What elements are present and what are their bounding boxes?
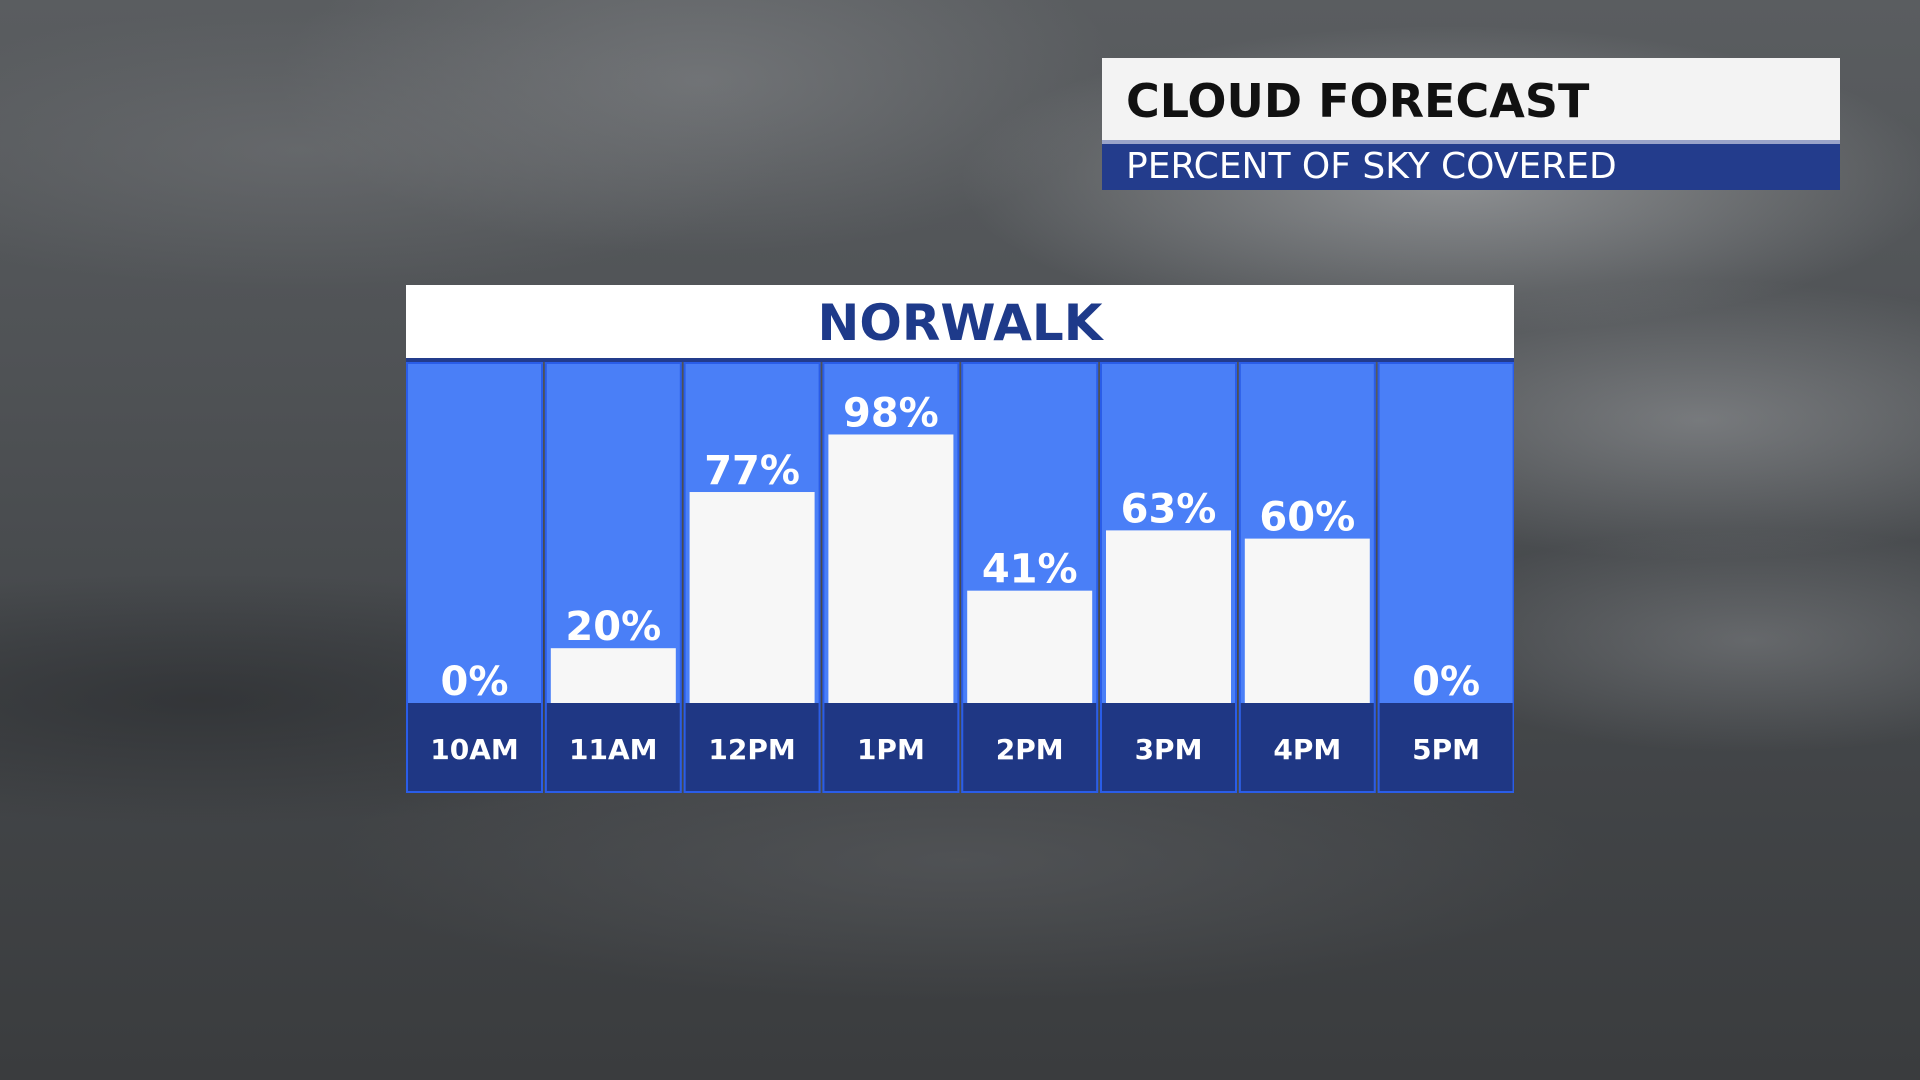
location-header: NORWALK <box>406 285 1514 362</box>
chart-subtitle: PERCENT OF SKY COVERED <box>1102 144 1840 190</box>
chart-title: CLOUD FORECAST <box>1102 58 1840 144</box>
value-label: 98% <box>843 390 939 436</box>
time-label: 4PM <box>1273 733 1341 766</box>
bar-4PM <box>1244 538 1370 703</box>
value-label: 63% <box>1121 486 1217 532</box>
value-label: 0% <box>441 659 509 705</box>
time-cell <box>1240 703 1374 791</box>
bar-2PM <box>967 590 1093 703</box>
bar-1PM <box>828 434 954 703</box>
time-cell <box>408 703 541 791</box>
value-label: 41% <box>982 547 1078 593</box>
value-label: 20% <box>565 604 661 650</box>
time-label: 12PM <box>708 733 795 766</box>
value-label: 60% <box>1259 495 1355 541</box>
time-label: 3PM <box>1135 733 1203 766</box>
value-label: 0% <box>1412 659 1480 705</box>
time-label: 11AM <box>569 733 658 766</box>
bar-12PM <box>689 492 815 703</box>
time-label: 5PM <box>1412 733 1480 766</box>
time-cell <box>824 703 958 791</box>
time-cell <box>546 703 680 791</box>
bar-3PM <box>1106 530 1231 703</box>
value-label: 77% <box>704 448 800 494</box>
time-label: 2PM <box>996 733 1064 766</box>
time-label: 1PM <box>857 733 925 766</box>
time-label: 10AM <box>430 733 519 766</box>
time-cell <box>1379 703 1513 791</box>
cloud-cover-bar-chart: 0% 10AM 20% 11AM 77% 12PM 98% 1PM 41% 2PM 63% 3PM 60… <box>406 362 1514 793</box>
bar-11AM <box>550 648 676 703</box>
time-cell <box>685 703 819 791</box>
time-cell <box>1102 703 1235 791</box>
time-cell <box>963 703 1097 791</box>
title-box: CLOUD FORECAST PERCENT OF SKY COVERED <box>1102 58 1840 190</box>
chart-panel: NORWALK 0% 10AM 20% 11AM 77% 12PM 98% 1PM 41% 2PM… <box>406 285 1514 793</box>
